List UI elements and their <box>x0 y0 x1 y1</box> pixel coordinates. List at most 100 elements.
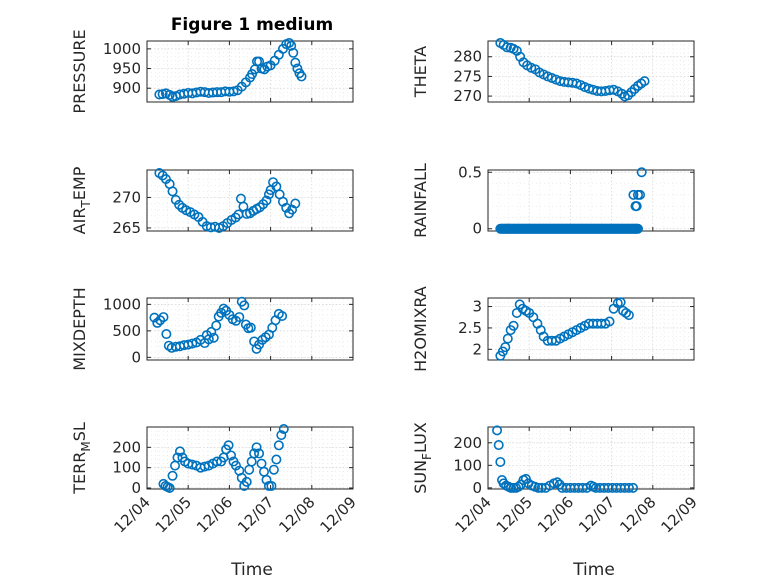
data-point <box>167 186 178 197</box>
data-point <box>276 430 287 441</box>
subplot-h2omixra: 2 2.5 3 H2OMIXRA <box>411 286 695 372</box>
data-point <box>636 167 647 178</box>
x-tick-label: 12/05 <box>152 493 195 536</box>
data-point <box>615 297 626 308</box>
data-point <box>631 201 642 212</box>
data-point <box>623 310 634 321</box>
y-axis-label: H2OMIXRA <box>411 286 430 372</box>
y-axis-label: THETA <box>411 46 430 98</box>
data-point <box>268 464 279 475</box>
axis-box <box>146 40 354 103</box>
data-point <box>223 440 234 451</box>
data-point <box>261 474 272 485</box>
y-tick-label: 1000 <box>103 295 141 313</box>
data-point <box>286 40 297 51</box>
y-tick-label: 270 <box>112 188 141 206</box>
y-tick-label: 0 <box>472 220 482 238</box>
x-tick-label: 12/09 <box>317 493 360 536</box>
data-point <box>239 300 250 311</box>
data-point <box>273 440 284 451</box>
data-point <box>158 312 169 323</box>
y-tick-label: 0 <box>131 348 141 366</box>
axis-box <box>146 297 354 361</box>
data-point <box>154 89 165 100</box>
data-point <box>628 189 639 200</box>
x-tick-label: 12/04 <box>111 493 154 536</box>
y-tick-label: 950 <box>112 60 141 78</box>
subplot-mixdepth: 0 500 1000 MIXDEPTH <box>70 287 354 371</box>
data-point <box>164 482 175 493</box>
data-point <box>174 446 185 457</box>
y-tick-label: 200 <box>112 438 141 456</box>
data-point <box>172 452 183 463</box>
subplot-rainfall: 0 0.5 RAINFALL <box>411 163 695 238</box>
data-point <box>278 424 289 435</box>
data-point <box>230 460 241 471</box>
data-point <box>251 442 262 453</box>
y-axis-label: AIRTEMP <box>70 166 93 234</box>
data-point <box>290 198 301 209</box>
data-point <box>266 480 277 491</box>
data-point <box>623 90 634 101</box>
data-point <box>230 212 241 223</box>
data-point <box>234 312 245 323</box>
x-tick-label: 12/09 <box>658 493 701 536</box>
data-point <box>187 459 198 470</box>
y-tick-label: 275 <box>453 67 482 85</box>
data-point <box>249 448 260 459</box>
data-point <box>296 71 307 82</box>
y-tick-label: 2 <box>472 340 482 358</box>
data-point <box>241 476 252 487</box>
y-axis-label: SUNFLUX <box>411 422 434 494</box>
y-tick-label: 0.5 <box>458 163 482 181</box>
data-point <box>288 47 299 58</box>
data-point <box>292 63 303 74</box>
data-point <box>155 315 166 326</box>
axis-box <box>487 297 695 361</box>
y-tick-label: 100 <box>112 459 141 477</box>
data-point <box>281 202 292 213</box>
data-point <box>228 86 239 97</box>
plot-area <box>147 41 353 102</box>
y-axis-label: RAINFALL <box>411 163 430 238</box>
data-point <box>500 342 511 353</box>
data-point <box>254 448 265 459</box>
y-tick-label: 270 <box>453 87 482 105</box>
y-tick-label: 200 <box>453 434 482 452</box>
x-axis-label-right: Time <box>572 560 615 580</box>
axis-box <box>146 426 354 490</box>
data-point <box>513 481 524 492</box>
data-point <box>218 303 229 314</box>
data-point <box>284 37 295 48</box>
data-point <box>552 477 563 488</box>
y-tick-label: 1000 <box>103 40 141 58</box>
x-tick-label: 12/06 <box>534 493 577 536</box>
x-tick-label: 12/08 <box>616 493 659 536</box>
data-point <box>495 456 506 467</box>
x-tick-label: 12/07 <box>234 493 277 536</box>
data-point <box>623 482 634 493</box>
data-point <box>626 87 637 98</box>
data-point <box>167 470 178 481</box>
data-point <box>616 88 627 99</box>
y-axis-label: MIXDEPTH <box>70 287 89 370</box>
y-tick-label: 265 <box>112 219 141 237</box>
data-point <box>502 333 513 344</box>
x-tick-label: 12/07 <box>575 493 618 536</box>
plot-area <box>488 170 694 231</box>
y-tick-label: 100 <box>453 456 482 474</box>
data-point <box>533 482 544 493</box>
data-point <box>492 425 503 436</box>
data-point <box>208 332 219 343</box>
data-point <box>493 440 504 451</box>
data-point <box>152 317 163 328</box>
data-point <box>639 76 650 87</box>
y-tick-label: 900 <box>112 79 141 97</box>
subplot-air_temp: 265 270 AIRTEMP <box>70 166 354 237</box>
data-point <box>161 329 172 340</box>
y-tick-label: 0 <box>131 479 141 497</box>
